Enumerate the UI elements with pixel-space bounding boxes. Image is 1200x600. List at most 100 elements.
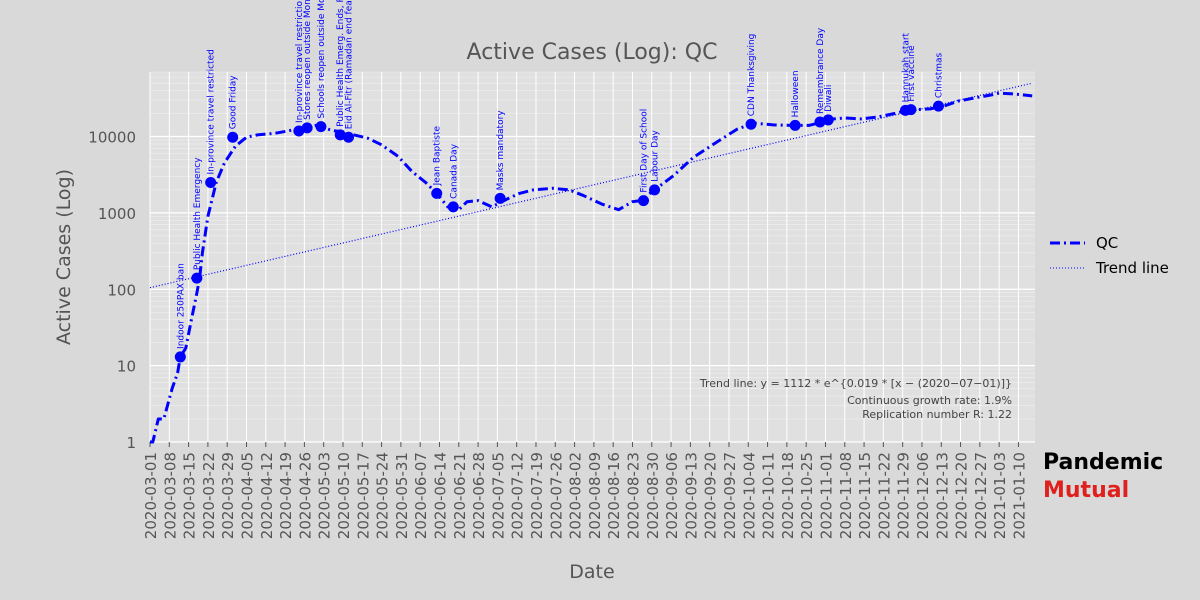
x-tick-label: 2020-05-17 xyxy=(354,452,372,539)
x-tick-label: 2020-11-08 xyxy=(837,452,855,539)
event-label: In-province travel restrictions xyxy=(295,0,305,123)
legend-label-trend: Trend line xyxy=(1095,259,1169,277)
x-tick-label: 2020-05-10 xyxy=(335,452,353,539)
x-tick-label: 2020-06-21 xyxy=(451,452,469,539)
x-tick-label: 2020-11-01 xyxy=(817,452,835,539)
event-marker xyxy=(822,114,834,126)
event-marker xyxy=(191,272,203,284)
series-layer xyxy=(149,82,1033,444)
x-tick-label: 2020-07-19 xyxy=(528,452,546,539)
event-marker xyxy=(315,121,327,133)
x-tick-label: 2020-05-31 xyxy=(393,452,411,539)
event-label: First vaccine xyxy=(907,45,917,102)
growth-rate-text: Continuous growth rate: 1.9% xyxy=(847,394,1012,407)
event-marker xyxy=(334,129,346,141)
event-label: Canada Day xyxy=(449,143,459,199)
event-label: Good Friday xyxy=(229,75,239,130)
event-marker xyxy=(174,351,186,363)
y-tick-label: 10 xyxy=(117,358,136,376)
y-axis-label: Active Cases (Log) xyxy=(53,169,75,345)
x-tick-label: 2020-04-26 xyxy=(296,452,314,539)
event-marker xyxy=(905,104,917,116)
event-marker xyxy=(301,122,313,134)
event-label: Christmas xyxy=(935,52,945,98)
x-tick-label: 2020-09-20 xyxy=(702,452,720,539)
y-tick-labels: 1 10 100 1000 10000 xyxy=(88,129,136,452)
event-label: First Day of School xyxy=(640,109,650,193)
x-tick-label: 2020-03-08 xyxy=(161,452,179,539)
brand-wordmark-line-2: Mutual xyxy=(1043,478,1130,503)
grid xyxy=(149,71,1035,443)
event-marker xyxy=(814,116,826,128)
x-tick-label: 2020-09-27 xyxy=(721,452,739,539)
legend-label-qc: QC xyxy=(1096,234,1118,252)
event-marker xyxy=(933,100,945,112)
x-tick-label: 2020-08-02 xyxy=(567,452,585,539)
x-tick-label: 2020-11-15 xyxy=(856,452,874,539)
x-tick-label: 2020-09-13 xyxy=(682,452,700,539)
event-marker xyxy=(649,184,661,196)
event-label: Public Health Emergency xyxy=(193,157,203,270)
event-marker xyxy=(447,201,459,213)
trend-annotation: Trend line: y = 1112 * e^{0.019 * [x − (… xyxy=(699,377,1012,421)
event-marker xyxy=(227,131,239,143)
x-tick-label: 2020-04-05 xyxy=(238,452,256,539)
x-tick-label: 2020-06-07 xyxy=(412,452,430,539)
x-tick-label: 2020-08-30 xyxy=(644,452,662,539)
chart-title: Active Cases (Log): QC xyxy=(467,40,718,65)
event-marker xyxy=(343,131,355,143)
event-label: Eid Al-Fitr (Ramadan end feast) xyxy=(345,0,355,129)
x-tick-label: 2020-10-11 xyxy=(760,452,778,539)
x-tick-label: 2021-01-03 xyxy=(991,452,1009,539)
event-label: Stores reopen outside Montr xyxy=(303,0,313,120)
x-tick-label: 2020-08-16 xyxy=(605,452,623,539)
markers-layer xyxy=(174,100,945,363)
x-tick-label: 2020-10-04 xyxy=(740,452,758,539)
x-tick-label: 2021-01-10 xyxy=(1010,452,1028,539)
series-line-qc xyxy=(150,91,1033,444)
x-tick-label: 2020-03-29 xyxy=(219,452,237,539)
event-label: Schools reopen outside Mon xyxy=(317,0,327,119)
event-label: Labour Day xyxy=(651,129,661,181)
y-tick-label: 1000 xyxy=(98,205,136,223)
x-tick-label: 2020-11-29 xyxy=(895,452,913,539)
x-tick-label: 2020-10-25 xyxy=(798,452,816,539)
event-label: Public Health Emerg. Ends, Pa xyxy=(336,0,346,127)
x-tick-label: 2020-12-20 xyxy=(953,452,971,539)
x-tick-label: 2020-05-03 xyxy=(316,452,334,539)
x-tick-label: 2020-07-26 xyxy=(547,452,565,539)
x-tick-label: 2020-11-22 xyxy=(875,452,893,539)
event-marker xyxy=(638,195,650,207)
x-tick-label: 2020-03-01 xyxy=(142,452,160,539)
trend-formula: Trend line: y = 1112 * e^{0.019 * [x − (… xyxy=(699,377,1012,390)
y-tick-label: 1 xyxy=(126,434,136,452)
event-marker xyxy=(205,177,217,189)
x-tick-label: 2020-07-12 xyxy=(509,452,527,539)
event-marker xyxy=(293,125,305,137)
event-marker xyxy=(494,192,506,204)
event-label: Remembrance Day xyxy=(816,27,826,114)
x-tick-label: 2020-06-28 xyxy=(470,452,488,539)
x-tick-label: 2020-03-15 xyxy=(181,452,199,539)
x-tick-label: 2020-12-13 xyxy=(933,452,951,539)
x-tick-labels: 2020-03-01 2020-03-08 2020-03-15 2020-03-22… xyxy=(142,442,1028,539)
event-label: Hannukah start xyxy=(901,32,911,102)
event-label: Masks mandatory xyxy=(496,110,506,191)
x-axis-label: Date xyxy=(569,561,614,583)
replication-text: Replication number R: 1.22 xyxy=(862,408,1012,421)
y-tick-label: 10000 xyxy=(88,129,136,147)
x-tick-label: 2020-04-12 xyxy=(258,452,276,539)
event-marker xyxy=(789,119,801,131)
x-tick-label: 2020-03-22 xyxy=(200,452,218,539)
event-label: Jean Baptiste xyxy=(433,125,443,186)
y-tick-label: 100 xyxy=(107,281,136,299)
event-marker xyxy=(431,187,443,199)
x-tick-label: 2020-07-05 xyxy=(489,452,507,539)
x-tick-label: 2020-12-27 xyxy=(972,452,990,539)
x-tick-label: 2020-10-18 xyxy=(779,452,797,539)
x-tick-label: 2020-12-06 xyxy=(914,452,932,539)
event-label: Halloween xyxy=(791,70,801,117)
x-tick-label: 2020-06-14 xyxy=(431,452,449,539)
x-tick-label: 2020-05-24 xyxy=(374,452,392,539)
